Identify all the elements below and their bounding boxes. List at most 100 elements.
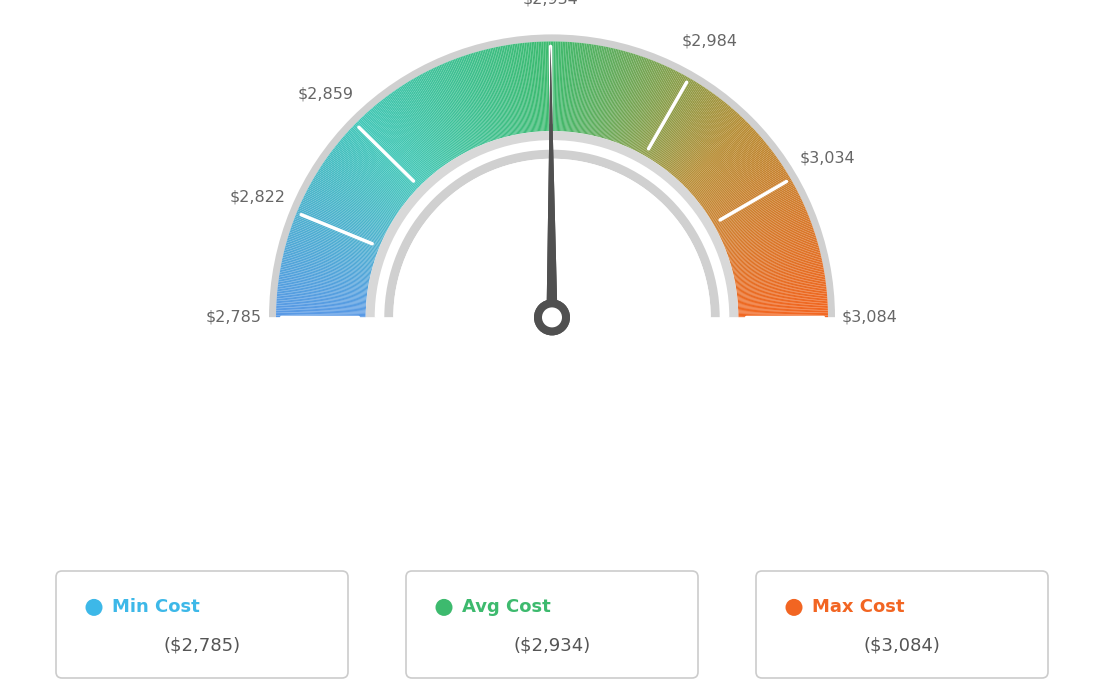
Wedge shape	[443, 63, 479, 146]
Wedge shape	[524, 43, 534, 132]
Wedge shape	[329, 154, 402, 208]
Circle shape	[534, 299, 570, 335]
Wedge shape	[294, 219, 378, 252]
Wedge shape	[454, 59, 487, 144]
Wedge shape	[284, 250, 371, 273]
Wedge shape	[692, 135, 761, 195]
Wedge shape	[729, 232, 815, 261]
Wedge shape	[538, 41, 544, 131]
Polygon shape	[546, 46, 558, 317]
Wedge shape	[389, 94, 443, 168]
Wedge shape	[339, 140, 410, 199]
Wedge shape	[597, 50, 620, 137]
Wedge shape	[659, 92, 713, 166]
Wedge shape	[276, 315, 365, 317]
Circle shape	[85, 599, 103, 616]
Wedge shape	[737, 291, 827, 301]
Circle shape	[534, 299, 570, 335]
Wedge shape	[647, 80, 694, 157]
Wedge shape	[627, 65, 665, 148]
Wedge shape	[736, 283, 826, 295]
Wedge shape	[485, 49, 508, 137]
Wedge shape	[278, 279, 368, 293]
Wedge shape	[648, 81, 696, 158]
Wedge shape	[428, 70, 469, 151]
Wedge shape	[537, 42, 543, 131]
Wedge shape	[677, 112, 739, 180]
Wedge shape	[736, 274, 825, 289]
Wedge shape	[279, 276, 368, 290]
Wedge shape	[276, 300, 367, 307]
Wedge shape	[664, 96, 719, 169]
Wedge shape	[477, 52, 502, 138]
Wedge shape	[277, 293, 367, 302]
Wedge shape	[666, 99, 722, 171]
Wedge shape	[643, 77, 688, 155]
Wedge shape	[687, 127, 753, 190]
Wedge shape	[503, 46, 521, 134]
Wedge shape	[694, 140, 765, 199]
Wedge shape	[696, 141, 766, 199]
Wedge shape	[358, 120, 422, 185]
Wedge shape	[737, 295, 827, 304]
Wedge shape	[732, 247, 819, 271]
Wedge shape	[276, 314, 365, 316]
Circle shape	[542, 308, 562, 327]
Wedge shape	[296, 214, 379, 249]
Wedge shape	[630, 67, 669, 149]
Wedge shape	[457, 58, 489, 143]
Wedge shape	[641, 75, 687, 155]
Wedge shape	[629, 66, 668, 148]
Wedge shape	[388, 95, 442, 168]
Wedge shape	[367, 112, 428, 179]
Wedge shape	[276, 305, 365, 310]
Wedge shape	[464, 55, 493, 141]
Wedge shape	[543, 41, 548, 131]
Wedge shape	[327, 157, 401, 210]
Wedge shape	[636, 70, 677, 151]
Wedge shape	[421, 74, 465, 154]
Wedge shape	[380, 100, 437, 172]
Wedge shape	[493, 48, 513, 135]
Wedge shape	[316, 174, 393, 221]
Wedge shape	[276, 310, 365, 314]
Wedge shape	[521, 43, 532, 132]
Wedge shape	[299, 205, 382, 242]
Wedge shape	[581, 45, 597, 134]
Wedge shape	[634, 69, 675, 150]
Wedge shape	[733, 254, 821, 275]
Wedge shape	[682, 120, 746, 185]
Wedge shape	[311, 181, 390, 226]
Wedge shape	[294, 217, 379, 251]
Wedge shape	[277, 295, 367, 304]
Wedge shape	[280, 266, 369, 284]
Wedge shape	[383, 98, 438, 170]
Text: ($3,084): ($3,084)	[863, 636, 941, 654]
Wedge shape	[465, 55, 495, 141]
Wedge shape	[658, 90, 710, 165]
Wedge shape	[349, 130, 415, 192]
Wedge shape	[707, 164, 783, 215]
Wedge shape	[620, 61, 655, 145]
Wedge shape	[332, 150, 404, 205]
Wedge shape	[478, 51, 503, 138]
Wedge shape	[297, 211, 380, 246]
Wedge shape	[598, 50, 623, 137]
Wedge shape	[691, 134, 760, 194]
Wedge shape	[601, 51, 626, 138]
Wedge shape	[626, 64, 664, 147]
Wedge shape	[709, 170, 786, 219]
Wedge shape	[721, 201, 804, 240]
Wedge shape	[689, 130, 755, 192]
Wedge shape	[412, 79, 458, 157]
Wedge shape	[318, 170, 395, 219]
Wedge shape	[399, 87, 449, 163]
Wedge shape	[723, 209, 807, 246]
Wedge shape	[558, 41, 562, 131]
Wedge shape	[609, 55, 639, 141]
Wedge shape	[326, 158, 400, 210]
Wedge shape	[574, 43, 586, 132]
Wedge shape	[277, 291, 367, 301]
Wedge shape	[725, 214, 808, 249]
Wedge shape	[291, 224, 376, 255]
